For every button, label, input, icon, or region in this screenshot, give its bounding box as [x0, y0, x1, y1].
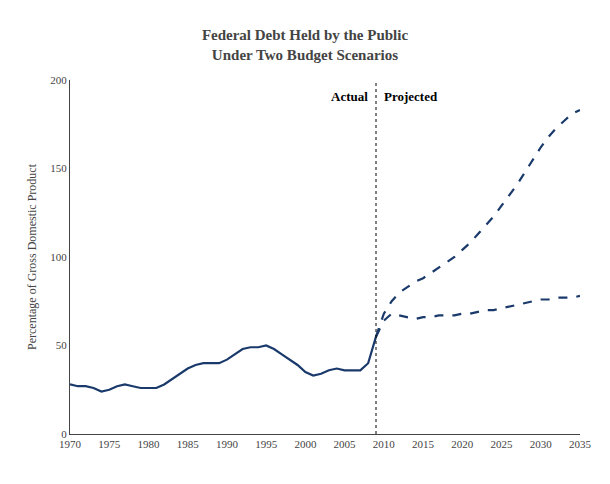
svg-text:0: 0 [61, 428, 67, 440]
svg-text:200: 200 [50, 74, 67, 86]
svg-text:2035: 2035 [569, 438, 592, 450]
svg-text:2030: 2030 [530, 438, 553, 450]
svg-text:1975: 1975 [98, 438, 121, 450]
svg-text:1980: 1980 [137, 438, 160, 450]
svg-text:1970: 1970 [59, 438, 82, 450]
svg-text:Percentage of Gross Domestic P: Percentage of Gross Domestic Product [25, 163, 39, 350]
svg-text:Federal Debt Held by the Publi: Federal Debt Held by the PublicUnder Two… [202, 27, 409, 63]
svg-text:2010: 2010 [373, 438, 396, 450]
svg-text:2000: 2000 [294, 438, 317, 450]
svg-text:1990: 1990 [216, 438, 239, 450]
svg-text:1995: 1995 [255, 438, 278, 450]
svg-text:100: 100 [50, 251, 67, 263]
svg-text:2025: 2025 [491, 438, 514, 450]
svg-text:Actual: Actual [331, 89, 368, 104]
svg-text:2015: 2015 [412, 438, 435, 450]
svg-text:Projected: Projected [384, 89, 438, 104]
svg-text:50: 50 [56, 339, 68, 351]
svg-text:2005: 2005 [334, 438, 357, 450]
svg-text:2020: 2020 [451, 438, 474, 450]
svg-text:1985: 1985 [177, 438, 200, 450]
svg-text:150: 150 [50, 162, 67, 174]
